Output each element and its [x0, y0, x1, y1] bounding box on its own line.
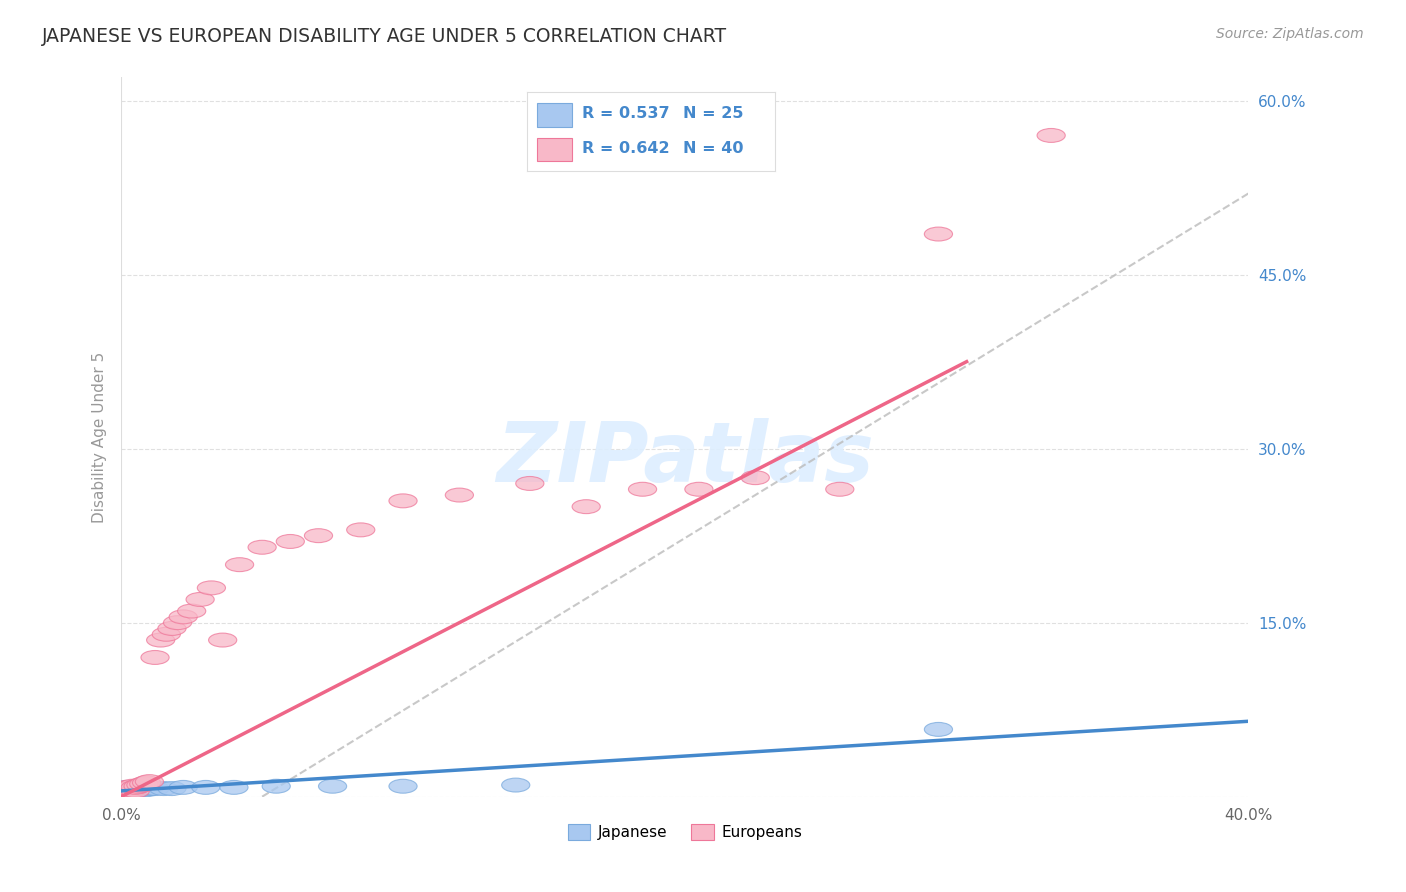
Ellipse shape: [197, 581, 225, 595]
Ellipse shape: [169, 610, 197, 624]
Ellipse shape: [115, 781, 143, 796]
Ellipse shape: [628, 483, 657, 496]
Text: Source: ZipAtlas.com: Source: ZipAtlas.com: [1216, 27, 1364, 41]
Ellipse shape: [225, 558, 253, 572]
Ellipse shape: [112, 784, 141, 797]
Ellipse shape: [118, 783, 146, 797]
Ellipse shape: [121, 784, 149, 797]
Ellipse shape: [129, 777, 157, 791]
Ellipse shape: [163, 615, 191, 630]
Ellipse shape: [127, 778, 155, 792]
Ellipse shape: [115, 785, 143, 799]
Ellipse shape: [110, 781, 138, 796]
Ellipse shape: [741, 471, 769, 484]
Ellipse shape: [112, 784, 141, 797]
Ellipse shape: [110, 785, 138, 799]
Ellipse shape: [152, 627, 180, 641]
Ellipse shape: [124, 780, 152, 793]
Ellipse shape: [572, 500, 600, 514]
Y-axis label: Disability Age Under 5: Disability Age Under 5: [93, 351, 107, 523]
Ellipse shape: [825, 483, 853, 496]
Ellipse shape: [347, 523, 375, 537]
Ellipse shape: [121, 780, 149, 795]
Ellipse shape: [502, 778, 530, 792]
Ellipse shape: [121, 784, 149, 797]
Ellipse shape: [118, 783, 146, 797]
Ellipse shape: [247, 541, 276, 554]
Ellipse shape: [516, 476, 544, 491]
Ellipse shape: [127, 783, 155, 797]
Ellipse shape: [219, 780, 247, 795]
Ellipse shape: [141, 650, 169, 665]
Ellipse shape: [135, 781, 163, 796]
Ellipse shape: [389, 780, 418, 793]
Ellipse shape: [177, 604, 205, 618]
Ellipse shape: [169, 780, 197, 795]
Ellipse shape: [118, 780, 146, 793]
Ellipse shape: [208, 633, 236, 647]
Ellipse shape: [115, 781, 143, 796]
Ellipse shape: [146, 633, 174, 647]
Ellipse shape: [186, 592, 214, 607]
Ellipse shape: [115, 785, 143, 799]
Ellipse shape: [149, 781, 177, 796]
Legend: Japanese, Europeans: Japanese, Europeans: [561, 818, 808, 847]
Ellipse shape: [121, 781, 149, 796]
Ellipse shape: [446, 488, 474, 502]
Ellipse shape: [110, 785, 138, 799]
Ellipse shape: [319, 780, 347, 793]
Ellipse shape: [141, 781, 169, 796]
Ellipse shape: [124, 783, 152, 797]
Ellipse shape: [389, 494, 418, 508]
Ellipse shape: [132, 776, 160, 789]
Ellipse shape: [262, 780, 290, 793]
Ellipse shape: [157, 622, 186, 635]
Ellipse shape: [924, 227, 952, 241]
Ellipse shape: [132, 783, 160, 797]
Ellipse shape: [924, 723, 952, 737]
Ellipse shape: [191, 780, 219, 795]
Ellipse shape: [135, 774, 163, 789]
Text: ZIPatlas: ZIPatlas: [496, 418, 873, 500]
Text: JAPANESE VS EUROPEAN DISABILITY AGE UNDER 5 CORRELATION CHART: JAPANESE VS EUROPEAN DISABILITY AGE UNDE…: [42, 27, 727, 45]
Ellipse shape: [110, 781, 138, 796]
Ellipse shape: [129, 781, 157, 796]
Ellipse shape: [112, 780, 141, 795]
Ellipse shape: [685, 483, 713, 496]
Ellipse shape: [276, 534, 304, 549]
Ellipse shape: [157, 781, 186, 796]
Ellipse shape: [1038, 128, 1066, 143]
Ellipse shape: [112, 780, 141, 795]
Ellipse shape: [304, 529, 333, 542]
